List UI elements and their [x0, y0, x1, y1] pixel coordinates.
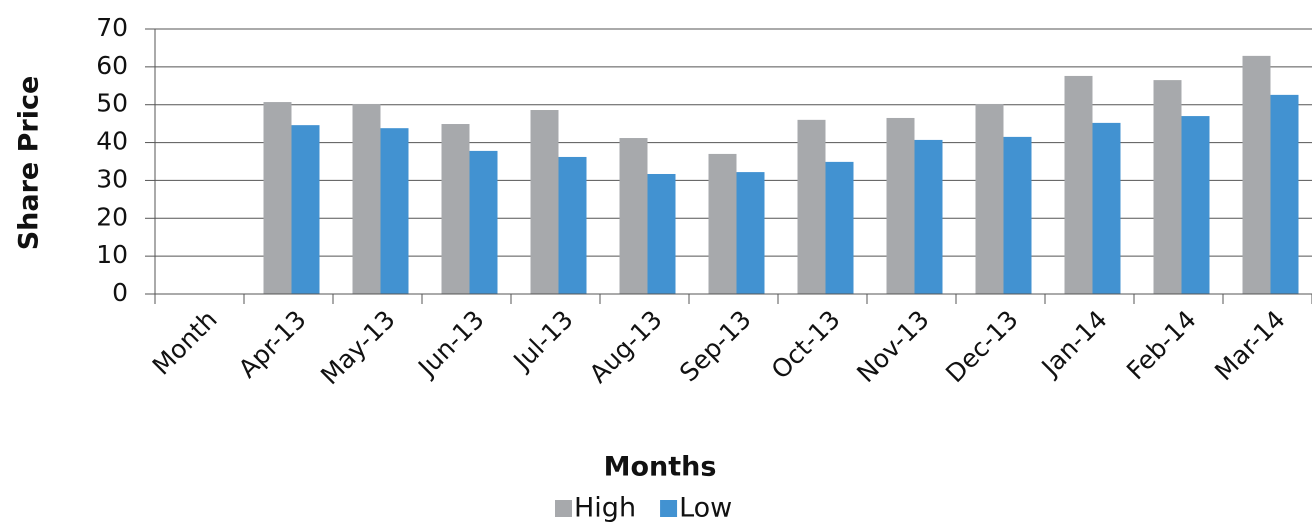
bar — [975, 103, 1004, 294]
x-tick-label: Dec-13 — [940, 305, 1024, 389]
x-tick-label: Jul-13 — [507, 305, 579, 377]
x-tick-label: May-13 — [315, 305, 401, 391]
y-tick-label: 20 — [96, 202, 128, 231]
x-tick-label: Nov-13 — [851, 305, 934, 388]
bar — [530, 110, 559, 294]
y-tick-label: 70 — [96, 13, 128, 42]
bar — [263, 102, 292, 294]
y-tick-label: 40 — [96, 127, 128, 156]
x-tick-label: Jun-13 — [411, 305, 489, 383]
bar — [647, 173, 676, 294]
y-tick-label: 0 — [112, 278, 128, 307]
bar — [736, 172, 765, 294]
bar — [1270, 94, 1299, 294]
bar — [1003, 136, 1032, 294]
bar — [797, 119, 826, 294]
bar — [825, 161, 854, 294]
x-tick-label: Mar-14 — [1209, 305, 1291, 387]
legend-label: Low — [679, 493, 732, 524]
x-axis-title: Months — [604, 452, 717, 483]
x-tick-label: Aug-13 — [584, 305, 668, 389]
x-tick-label: Feb-14 — [1121, 305, 1202, 386]
bar — [886, 117, 915, 294]
bar — [619, 138, 648, 294]
x-tick-label: Apr-13 — [233, 305, 312, 384]
bar — [914, 139, 943, 294]
y-axis-title: Share Price — [14, 76, 45, 251]
y-tick-label: 30 — [96, 164, 128, 193]
y-tick-label: 10 — [96, 240, 128, 269]
bar — [441, 124, 470, 295]
bar — [380, 128, 409, 294]
bar — [558, 156, 587, 294]
bar — [1064, 75, 1093, 294]
legend-swatch — [555, 500, 572, 517]
y-tick-label: 60 — [96, 51, 128, 80]
x-tick-label: Jan-14 — [1035, 305, 1113, 383]
bar — [291, 125, 320, 295]
legend-label: High — [574, 493, 636, 524]
bar — [1153, 80, 1182, 294]
x-tick-label: Oct-13 — [766, 305, 846, 385]
y-tick-label: 50 — [96, 89, 128, 118]
bar — [469, 150, 498, 294]
bar — [352, 103, 381, 294]
bar — [1181, 116, 1210, 294]
bar — [1242, 55, 1271, 294]
x-tick-label: Month — [147, 305, 223, 381]
legend-swatch — [660, 500, 678, 517]
bar — [708, 153, 737, 294]
x-tick-label: Sep-13 — [674, 305, 757, 388]
bar — [1092, 122, 1121, 294]
